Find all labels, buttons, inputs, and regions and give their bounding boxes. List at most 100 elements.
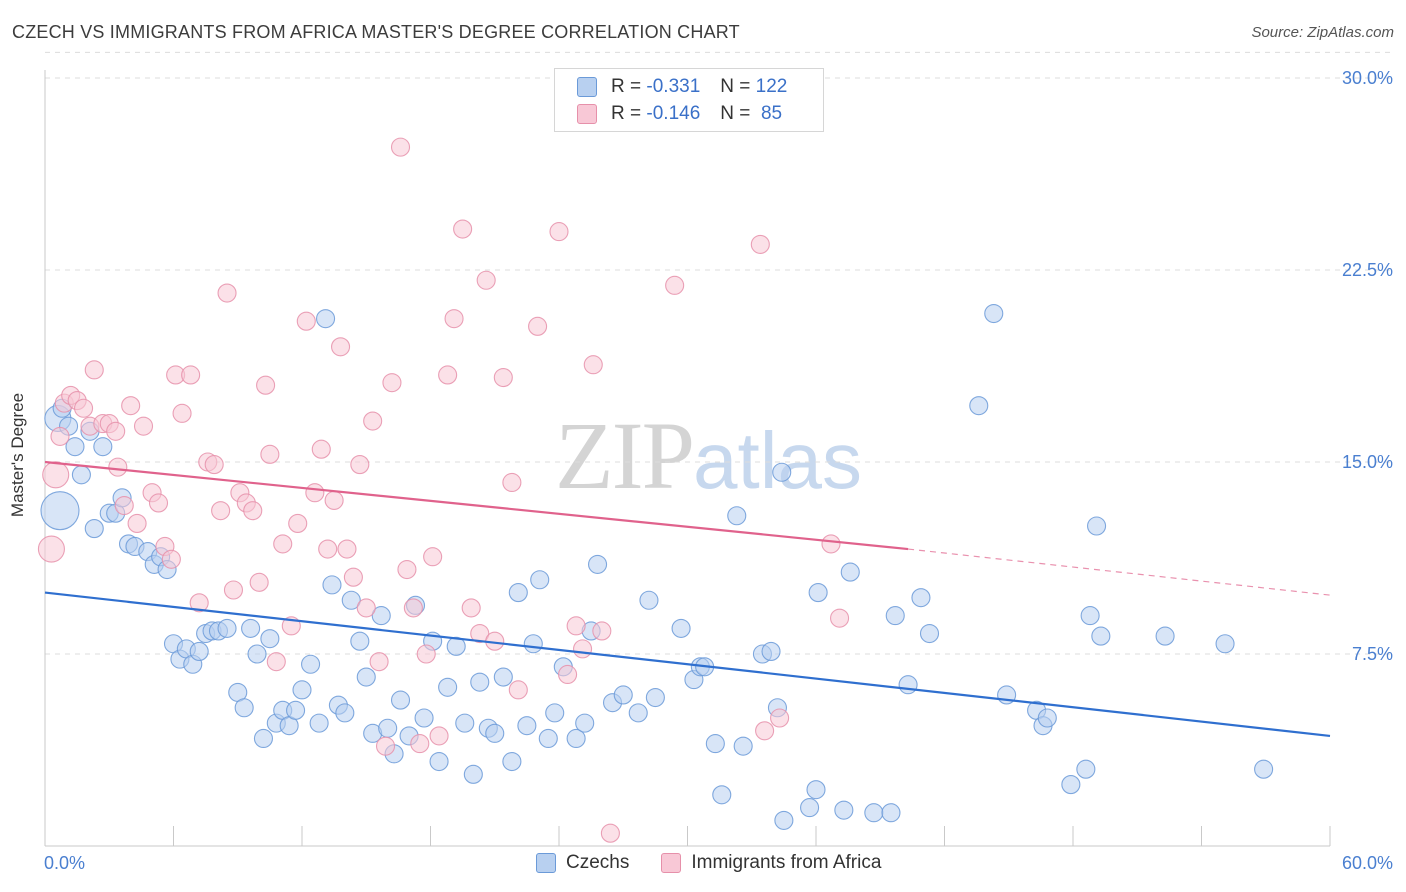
africa-point	[114, 495, 134, 516]
africa-point	[161, 549, 181, 569]
africa-point	[50, 426, 70, 446]
africa-point	[592, 621, 612, 641]
watermark: ZIPatlas	[555, 400, 862, 511]
czechs-point	[881, 803, 901, 823]
africa-point	[470, 623, 490, 644]
africa-point	[665, 275, 685, 295]
legend-swatch-czechs	[577, 77, 597, 97]
czechs-point	[806, 780, 826, 800]
czechs-point	[628, 703, 648, 723]
czechs-point	[761, 641, 781, 661]
africa-point	[453, 219, 473, 239]
africa-point	[133, 416, 154, 436]
africa-point	[318, 539, 338, 559]
czechs-point	[341, 590, 361, 610]
czechs-point	[322, 575, 342, 595]
czechs-point	[217, 618, 237, 638]
africa-point	[528, 316, 548, 336]
africa-point	[127, 513, 147, 533]
africa-point	[211, 501, 231, 521]
africa-point	[416, 644, 436, 664]
czechs-point	[371, 606, 391, 626]
czechs-point	[1087, 516, 1107, 536]
czechs-point	[40, 491, 80, 531]
africa-point	[493, 367, 513, 388]
africa-point	[217, 283, 237, 303]
czechs-point	[508, 583, 528, 603]
africa-point	[260, 444, 280, 464]
africa-point	[549, 222, 569, 242]
africa-point	[583, 355, 603, 375]
czechs-trend-line	[44, 591, 1331, 738]
czechs-point	[774, 810, 794, 830]
czechs-point	[286, 700, 306, 720]
africa-point	[343, 567, 363, 587]
africa-point	[476, 270, 496, 290]
legend-r-value-africa: -0.146	[646, 103, 701, 124]
africa-point	[821, 534, 841, 554]
africa-point	[363, 411, 383, 431]
czechs-point	[485, 723, 505, 743]
bottom-legend: Czechs Immigrants from Africa	[536, 852, 881, 874]
czechs-point	[1076, 759, 1096, 779]
africa-point	[266, 652, 286, 672]
czechs-point	[727, 506, 747, 526]
africa-point	[382, 373, 402, 393]
africa-point	[566, 616, 586, 636]
czechs-point	[919, 623, 940, 644]
y-tick-label: 30.0%	[1342, 68, 1393, 88]
legend-n-value-africa: 85	[760, 103, 783, 124]
africa-point	[558, 664, 578, 685]
czechs-point	[502, 751, 522, 772]
legend-row-czechs: R = -0.331 N = 122	[577, 75, 787, 99]
czechs-point	[984, 303, 1004, 324]
legend-n-value-czechs: 122	[755, 76, 788, 97]
y-tick-label: 22.5%	[1342, 260, 1393, 280]
africa-point	[204, 455, 224, 475]
czechs-point	[455, 713, 475, 733]
y-tick-label: 7.5%	[1352, 644, 1393, 664]
czechs-point	[705, 734, 725, 754]
czechs-point	[898, 675, 918, 695]
africa-point	[324, 490, 344, 510]
africa-point	[438, 365, 458, 385]
legend-r-value-czechs: -0.331	[646, 76, 701, 97]
africa-point	[249, 572, 269, 592]
czechs-point	[316, 309, 336, 329]
bottom-legend-label-czechs: Czechs	[566, 852, 630, 873]
legend: R = -0.331 N = 122 R = -0.146 N = 85	[554, 68, 824, 132]
czechs-point	[1061, 775, 1081, 795]
africa-trend-line-extension	[908, 548, 1331, 596]
africa-point	[288, 513, 308, 533]
czechs-point	[378, 718, 398, 738]
africa-point	[461, 598, 481, 618]
x-tick-label: 60.0%	[1342, 853, 1393, 873]
africa-point	[108, 457, 128, 477]
czechs-point	[260, 629, 280, 649]
czechs-point	[517, 716, 537, 736]
czechs-point	[545, 703, 565, 723]
czechs-point	[733, 736, 753, 756]
czechs-point	[1215, 634, 1235, 654]
africa-point	[42, 461, 70, 489]
czechs-point	[523, 634, 543, 654]
africa-point	[256, 375, 276, 395]
czechs-point	[234, 698, 254, 718]
africa-point	[121, 396, 141, 416]
africa-point	[356, 598, 376, 618]
africa-point	[311, 439, 331, 459]
legend-row-africa: R = -0.146 N = 85	[577, 102, 782, 126]
y-tick-label: 15.0%	[1342, 452, 1393, 472]
africa-point	[755, 721, 775, 741]
africa-point	[830, 608, 850, 628]
africa-point	[350, 455, 370, 475]
africa-point	[410, 734, 430, 754]
czechs-point	[840, 562, 860, 582]
africa-point	[573, 639, 593, 659]
watermark-atlas: atlas	[693, 416, 862, 505]
africa-point	[600, 823, 620, 843]
czechs-point	[530, 570, 550, 590]
czechs-point	[800, 798, 820, 818]
africa-trend-line	[44, 460, 909, 551]
